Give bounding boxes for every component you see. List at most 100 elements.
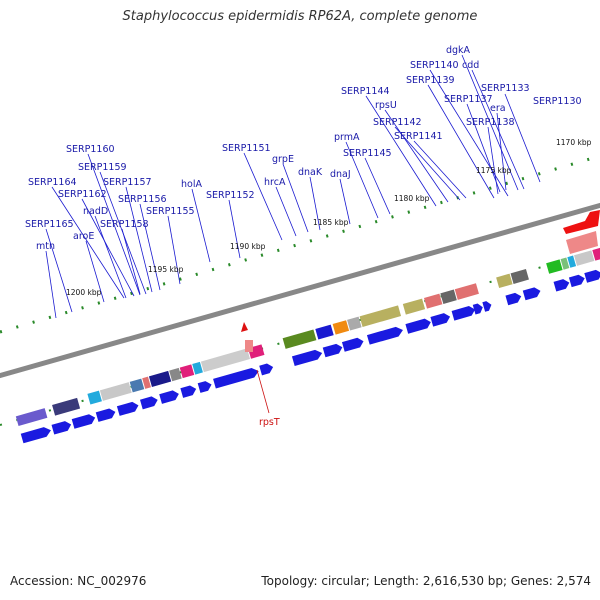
feature-box xyxy=(179,364,195,379)
gene-label: holA xyxy=(181,179,202,190)
gene-label-rpsT: rpsT xyxy=(259,417,280,428)
rpsT-leader-line xyxy=(256,369,270,414)
kbp-scale: 1170 kbp 1175 kbp 1180 kbp 1185 kbp 1190… xyxy=(66,138,592,297)
gene-label: mtn xyxy=(36,241,55,252)
gene-arrow xyxy=(291,349,323,367)
gene-label: SERP1159 xyxy=(78,162,127,173)
feature-box xyxy=(454,283,479,300)
feature-box xyxy=(52,397,81,416)
kbp-label: 1170 kbp xyxy=(556,138,592,147)
gene-label: SERP1160 xyxy=(66,144,115,155)
gene-label: SERP1138 xyxy=(466,117,515,128)
gene-arrow xyxy=(505,292,522,306)
gene-label: SERP1141 xyxy=(394,131,443,142)
feature-box xyxy=(169,367,182,382)
feature-box xyxy=(200,348,251,373)
gene-arrows xyxy=(20,269,600,444)
gene-arrow xyxy=(180,385,197,398)
gene-arrow xyxy=(95,408,116,422)
gene-label: SERP1139 xyxy=(406,75,455,86)
feature-box xyxy=(440,289,457,304)
feature-box xyxy=(99,382,132,401)
gene-label: SERP1144 xyxy=(341,86,390,97)
gene-labels: dgkA cdd SERP1140 SERP1133 SERP1139 SERP… xyxy=(25,45,582,428)
gene-arrow xyxy=(366,326,403,345)
feature-box xyxy=(142,376,151,389)
reverse-gene-box xyxy=(566,231,598,254)
gene-label: SERP1165 xyxy=(25,219,74,230)
feature-box xyxy=(546,259,563,274)
reverse-gene-arrow xyxy=(563,210,600,234)
kbp-label: 1175 kbp xyxy=(476,166,512,175)
gene-arrow xyxy=(259,363,274,376)
feature-box xyxy=(402,298,426,315)
gene-label: SERP1156 xyxy=(118,194,167,205)
gene-arrow xyxy=(71,414,96,429)
gene-label: SERP1164 xyxy=(28,177,77,188)
label-leader-lines xyxy=(45,54,541,319)
gene-arrow xyxy=(405,318,431,334)
gene-label: dnaK xyxy=(298,167,323,178)
gene-label: prmA xyxy=(334,132,360,143)
kbp-label: 1180 kbp xyxy=(394,194,430,203)
gene-label: SERP1133 xyxy=(481,83,530,94)
feature-box xyxy=(560,257,570,270)
map-title: Staphylococcus epidermidis RP62A, comple… xyxy=(122,9,478,24)
gene-arrow xyxy=(451,306,476,321)
gene-label: SERP1145 xyxy=(343,148,392,159)
feature-box xyxy=(87,390,102,405)
feature-box xyxy=(567,255,577,268)
gene-arrow xyxy=(20,427,51,444)
gene-label: SERP1162 xyxy=(58,189,107,200)
reverse-gene-arrow xyxy=(241,322,248,332)
feature-box xyxy=(129,378,145,393)
gene-label: SERP1158 xyxy=(100,219,149,230)
feature-box xyxy=(148,370,172,387)
kbp-label: 1200 kbp xyxy=(66,288,102,297)
kbp-label: 1185 kbp xyxy=(313,218,349,227)
gene-label: SERP1130 xyxy=(533,96,582,107)
tick-track-upper xyxy=(0,154,600,334)
gene-label: SERP1151 xyxy=(222,143,271,154)
gene-arrow xyxy=(197,381,212,393)
gene-arrow xyxy=(116,401,139,416)
gene-arrow xyxy=(568,274,585,288)
genome-summary-text: Topology: circular; Length: 2,616,530 bp… xyxy=(261,574,591,588)
genome-backbone xyxy=(0,202,600,379)
feature-box xyxy=(192,361,203,375)
feature-box xyxy=(347,316,362,331)
accession-text: Accession: NC_002976 xyxy=(10,574,147,588)
reverse-gene-box xyxy=(245,340,253,352)
gene-label: rpsU xyxy=(375,100,397,111)
gene-arrow xyxy=(159,390,179,404)
gene-arrow xyxy=(522,287,541,301)
gene-arrow xyxy=(472,303,483,315)
feature-box xyxy=(359,305,402,327)
feature-box xyxy=(332,320,350,335)
feature-box xyxy=(510,268,529,284)
gene-label: SERP1137 xyxy=(444,94,493,105)
gene-label: SERP1157 xyxy=(103,177,152,188)
reverse-strand-features xyxy=(241,210,600,352)
gene-arrow xyxy=(584,269,600,283)
gene-label: hrcA xyxy=(264,177,286,188)
gene-arrow xyxy=(553,279,570,292)
gene-arrow xyxy=(213,367,259,389)
feature-box xyxy=(15,408,48,426)
gene-label: SERP1152 xyxy=(206,190,255,201)
gene-arrow xyxy=(482,301,492,312)
feature-box xyxy=(574,250,595,266)
gene-label: grpE xyxy=(272,154,294,165)
gene-arrow xyxy=(430,313,451,327)
gene-arrow xyxy=(51,421,72,435)
feature-box xyxy=(423,293,443,309)
gene-arrow xyxy=(322,343,343,358)
gene-label: era xyxy=(490,103,506,114)
kbp-label: 1190 kbp xyxy=(230,242,266,251)
gene-label: SERP1155 xyxy=(146,206,195,217)
gene-label: SERP1140 xyxy=(410,60,459,71)
feature-band xyxy=(15,246,600,426)
gene-label: dnaJ xyxy=(330,169,351,180)
gene-arrow xyxy=(139,396,158,410)
